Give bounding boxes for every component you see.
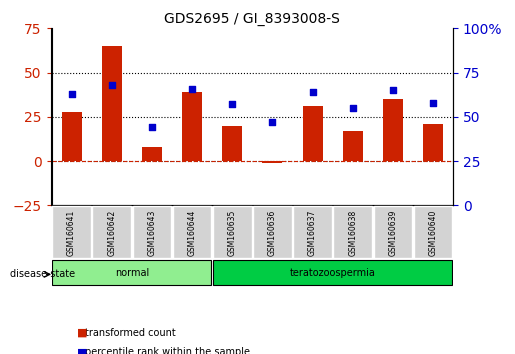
Title: GDS2695 / GI_8393008-S: GDS2695 / GI_8393008-S [164, 12, 340, 26]
FancyBboxPatch shape [294, 206, 332, 258]
Bar [142, 147, 162, 161]
Text: GSM160639: GSM160639 [388, 210, 398, 256]
Point [268, 119, 277, 125]
Bar [182, 92, 202, 161]
Bar [423, 124, 443, 161]
Text: GSM160643: GSM160643 [147, 210, 157, 256]
Bar [62, 112, 81, 161]
Point [188, 86, 196, 91]
Bar [222, 126, 242, 161]
Bar [101, 46, 122, 161]
FancyBboxPatch shape [374, 206, 412, 258]
Bar [342, 131, 363, 161]
FancyBboxPatch shape [53, 260, 211, 285]
FancyBboxPatch shape [414, 206, 452, 258]
Point [429, 100, 437, 105]
Text: percentile rank within the sample: percentile rank within the sample [85, 347, 250, 354]
Point [228, 102, 236, 107]
Text: ■: ■ [77, 347, 88, 354]
Text: GSM160644: GSM160644 [187, 210, 197, 256]
Text: disease state: disease state [10, 269, 75, 279]
FancyBboxPatch shape [253, 206, 291, 258]
Text: GSM160635: GSM160635 [228, 210, 237, 256]
Point [349, 105, 357, 111]
FancyBboxPatch shape [213, 206, 251, 258]
Text: GSM160642: GSM160642 [107, 210, 116, 256]
Point [308, 89, 317, 95]
FancyBboxPatch shape [334, 206, 372, 258]
FancyBboxPatch shape [173, 206, 211, 258]
Text: GSM160640: GSM160640 [428, 210, 438, 256]
Point [148, 125, 156, 130]
Text: GSM160641: GSM160641 [67, 210, 76, 256]
Bar [302, 106, 322, 161]
FancyBboxPatch shape [53, 206, 91, 258]
Text: ■: ■ [77, 328, 88, 338]
FancyBboxPatch shape [213, 260, 452, 285]
Text: GSM160636: GSM160636 [268, 210, 277, 256]
Text: GSM160638: GSM160638 [348, 210, 357, 256]
Point [67, 91, 76, 97]
FancyBboxPatch shape [93, 206, 131, 258]
Text: GSM160637: GSM160637 [308, 210, 317, 256]
Text: normal: normal [115, 268, 149, 278]
Text: teratozoospermia: teratozoospermia [290, 268, 375, 278]
Point [108, 82, 116, 88]
FancyBboxPatch shape [133, 206, 171, 258]
Text: transformed count: transformed count [85, 328, 176, 338]
Bar [383, 99, 403, 161]
Bar [262, 161, 282, 163]
Point [389, 87, 397, 93]
